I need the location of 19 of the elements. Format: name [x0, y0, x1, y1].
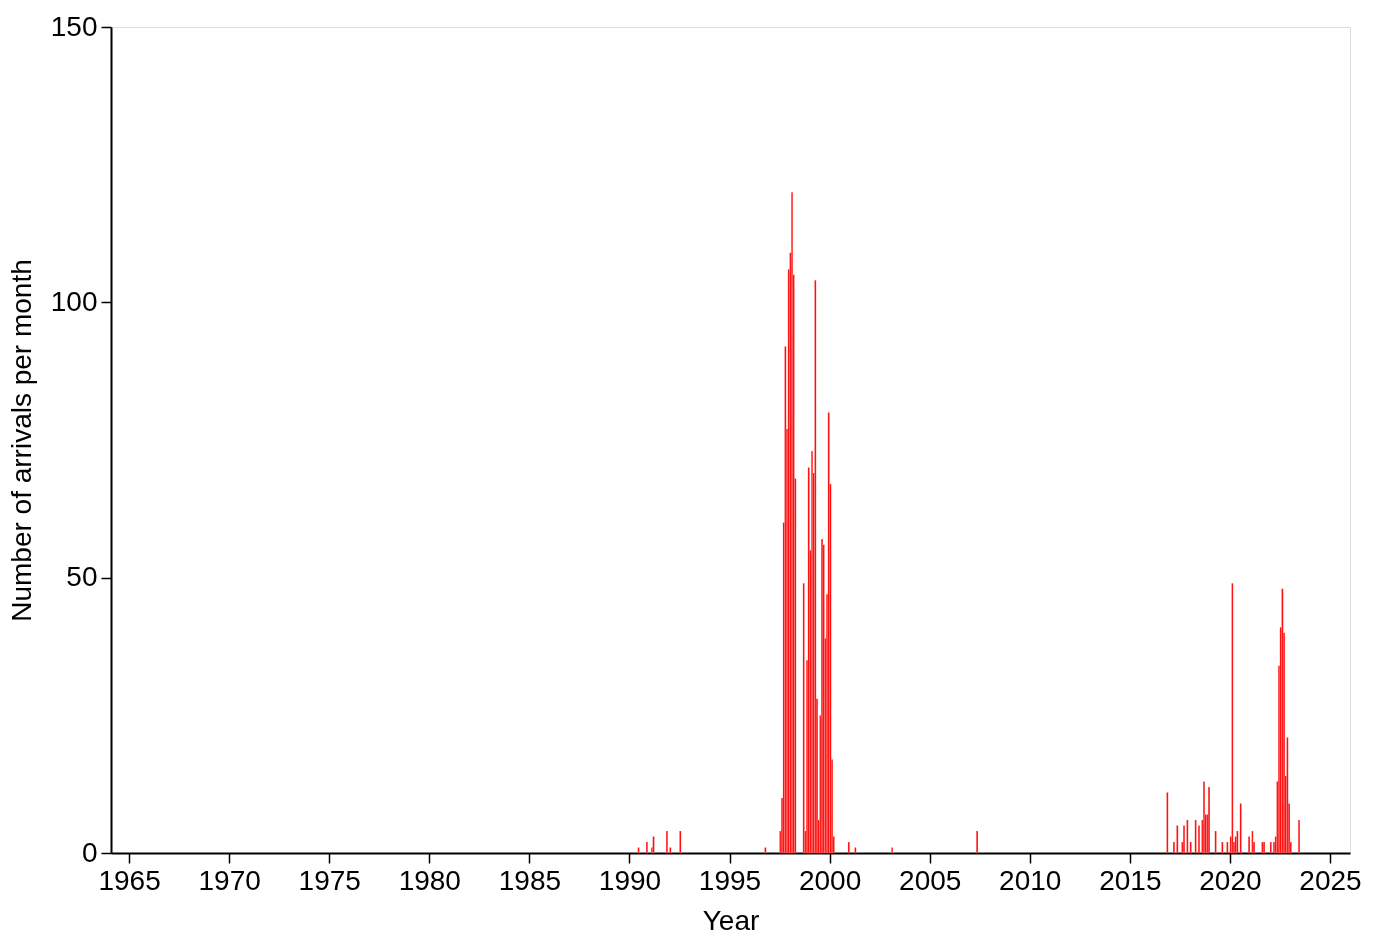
y-axis-title: Number of arrivals per month — [5, 259, 37, 622]
x-tick-label: 2010 — [999, 864, 1062, 896]
y-tick-label: 150 — [50, 10, 98, 42]
x-tick-label: 2020 — [1199, 864, 1262, 896]
y-tick-label: 100 — [50, 285, 98, 317]
x-tick-label: 1980 — [398, 864, 461, 896]
x-tick-label: 1970 — [198, 864, 261, 896]
y-tick-label: 50 — [66, 561, 98, 593]
x-tick-label: 1985 — [498, 864, 562, 896]
x-axis-title: Year — [702, 904, 760, 936]
x-tick-label: 2015 — [1099, 864, 1162, 896]
x-tick-label: 2005 — [899, 864, 962, 896]
x-tick-label: 1990 — [598, 864, 662, 896]
x-tick-label: 2025 — [1299, 864, 1362, 896]
y-tick-label: 0 — [81, 836, 98, 868]
x-tick-label: 1995 — [698, 864, 762, 896]
x-tick-label: 2000 — [798, 864, 862, 896]
x-tick-label: 1965 — [98, 864, 161, 896]
x-tick-label: 1975 — [298, 864, 361, 896]
